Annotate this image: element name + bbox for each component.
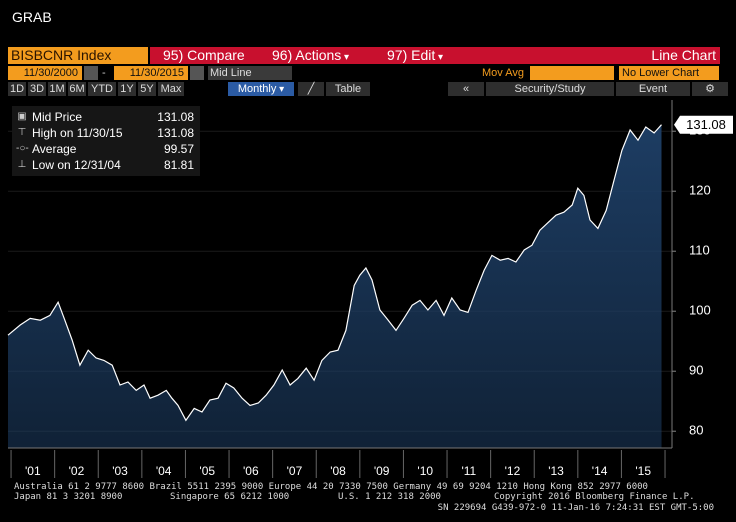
range-button[interactable]: 6M xyxy=(68,82,86,96)
range-button[interactable]: Max xyxy=(158,82,184,96)
legend-row: ⊥ Low on 12/31/04 81.81 xyxy=(12,157,200,173)
footer-contacts: Singapore 65 6212 1000 xyxy=(170,492,290,502)
legend-icon: -○- xyxy=(16,143,29,154)
legend-icon: ▣ xyxy=(17,111,27,122)
legend-icon: ⊥ xyxy=(17,159,27,170)
range-button[interactable]: 3D xyxy=(28,82,46,96)
range-button[interactable]: 1D xyxy=(8,82,26,96)
event-button[interactable]: Event xyxy=(616,82,690,96)
start-date[interactable]: 11/30/2000 xyxy=(8,66,82,80)
mov-avg-field[interactable] xyxy=(530,66,614,80)
legend-label: High on 11/30/15 xyxy=(32,126,123,140)
legend-row: ⊤ High on 11/30/15 131.08 xyxy=(12,125,200,141)
legend-label: Mid Price xyxy=(32,110,83,124)
compare-menu[interactable]: 95) Compare xyxy=(163,47,245,63)
x-tick-label: '15 xyxy=(635,464,651,478)
price-line xyxy=(7,124,662,422)
footer-contacts: Japan 81 3 3201 8900 xyxy=(14,492,123,502)
x-tick-label: '09 xyxy=(374,464,390,478)
legend-value: 131.08 xyxy=(157,126,194,140)
legend-icon: ⊤ xyxy=(17,127,27,138)
footer-contacts: U.S. 1 212 318 2000 xyxy=(338,492,441,502)
area-fill xyxy=(8,124,662,448)
legend-value: 131.08 xyxy=(157,110,194,124)
legend-value: 81.81 xyxy=(163,158,194,172)
chart-icon-button[interactable]: ╱ xyxy=(298,82,324,96)
y-tick-label: 100 xyxy=(689,303,711,318)
line-mode[interactable]: Mid Line xyxy=(208,66,292,80)
chart-type[interactable]: Line Chart xyxy=(651,47,716,63)
x-tick-label: '02 xyxy=(69,464,85,478)
date-separator: - xyxy=(102,67,106,79)
last-value-label: 131.08 xyxy=(686,117,726,132)
actions-menu[interactable]: 96) Actions xyxy=(272,47,349,66)
x-tick-label: '05 xyxy=(199,464,215,478)
back-button[interactable]: « xyxy=(448,82,484,96)
footer-session: SN 229694 G439-972-0 11-Jan-16 7:24:31 E… xyxy=(437,503,714,513)
y-tick-label: 80 xyxy=(689,423,703,438)
table-button[interactable]: Table xyxy=(326,82,370,96)
x-tick-label: '01 xyxy=(25,464,41,478)
y-tick-label: 120 xyxy=(689,183,711,198)
x-tick-label: '14 xyxy=(592,464,608,478)
range-button[interactable]: 1M xyxy=(48,82,66,96)
legend-value: 99.57 xyxy=(163,142,194,156)
calendar-icon[interactable] xyxy=(84,66,98,80)
x-tick-label: '04 xyxy=(156,464,172,478)
x-tick-label: '03 xyxy=(112,464,128,478)
x-tick-label: '10 xyxy=(417,464,433,478)
x-tick-label: '11 xyxy=(461,464,476,478)
footer-contacts: Australia 61 2 9777 8600 Brazil 5511 239… xyxy=(14,482,648,492)
y-tick-label: 110 xyxy=(689,243,710,258)
x-tick-label: '08 xyxy=(330,464,346,478)
range-button[interactable]: 1Y xyxy=(118,82,136,96)
y-tick-label: 90 xyxy=(689,363,703,378)
legend: ▣ Mid Price 131.08 ⊤ High on 11/30/15 131.08-… xyxy=(12,106,200,176)
end-date[interactable]: 11/30/2015 xyxy=(114,66,188,80)
edit-menu[interactable]: 97) Edit xyxy=(387,47,443,66)
period-button[interactable]: Monthly xyxy=(228,82,294,96)
settings-button[interactable]: ⚙ xyxy=(692,82,728,96)
mov-avg-label: Mov Avg xyxy=(482,67,524,79)
x-tick-label: '12 xyxy=(505,464,521,478)
x-tick-label: '13 xyxy=(548,464,564,478)
screen-title: GRAB xyxy=(12,9,52,25)
range-button[interactable]: 5Y xyxy=(138,82,156,96)
legend-row: -○- Average 99.57 xyxy=(12,141,200,157)
footer-copyright: Copyright 2016 Bloomberg Finance L.P. xyxy=(494,492,695,502)
legend-label: Low on 12/31/04 xyxy=(32,158,121,172)
legend-label: Average xyxy=(32,142,77,156)
security-study-button[interactable]: Security/Study xyxy=(486,82,614,96)
x-tick-label: '06 xyxy=(243,464,259,478)
last-value-tag xyxy=(674,115,733,134)
security-field[interactable]: BISBCNR Index xyxy=(8,47,148,64)
calendar-icon[interactable] xyxy=(190,66,204,80)
x-tick-label: '07 xyxy=(287,464,303,478)
legend-row: ▣ Mid Price 131.08 xyxy=(12,109,200,125)
lower-chart[interactable]: No Lower Chart xyxy=(619,66,719,80)
range-button[interactable]: YTD xyxy=(88,82,116,96)
